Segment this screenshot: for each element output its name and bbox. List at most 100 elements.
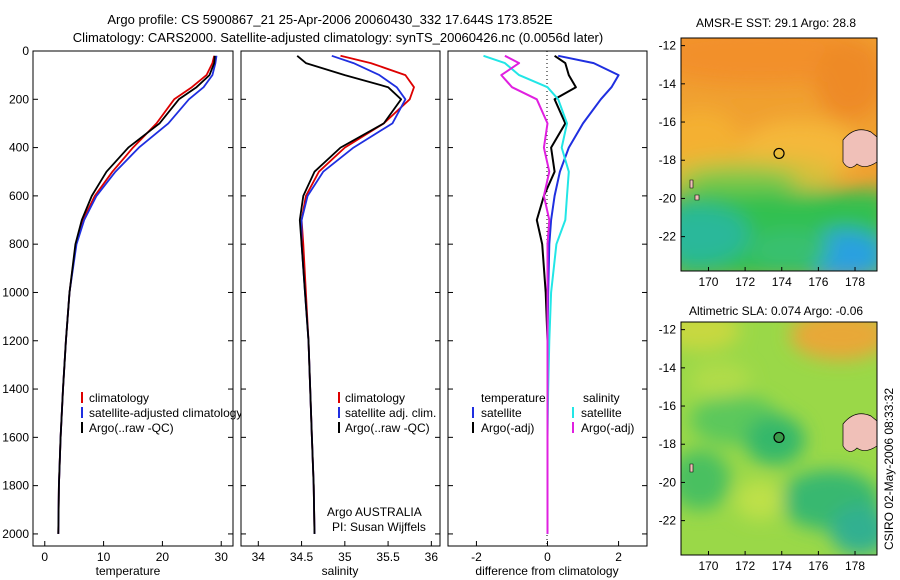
depth-tick-label: 1000 <box>2 285 29 299</box>
legend-label-sal-argo: Argo(-adj) <box>581 421 634 435</box>
argo-float-marker <box>773 431 785 444</box>
salinity-x-tick-label: 34.5 <box>290 550 314 564</box>
salinity-x-tick-label: 36 <box>425 550 439 564</box>
legend-label-satellite-adj: satellite adj. clim. <box>345 406 436 420</box>
legend-swatch-sal-argo <box>572 422 574 433</box>
legend-label-temp-argo: Argo(-adj) <box>481 421 534 435</box>
legend-swatch-argo <box>338 422 340 433</box>
temperature-x-tick-label: 30 <box>215 550 229 564</box>
argo-agency-label: Argo AUSTRALIA <box>327 505 422 519</box>
salinity-x-tick-label: 34 <box>252 550 266 564</box>
legend-heading-salinity: salinity <box>583 391 620 405</box>
figure-title-line-1: Argo profile: CS 5900867_21 25-Apr-2006 … <box>107 12 553 27</box>
sla-map-title: Altimetric SLA: 0.074 Argo: -0.06 <box>689 304 863 318</box>
pi-name-label: PI: Susan Wijffels <box>332 520 426 534</box>
salinity-legend: climatology satellite adj. clim. Argo(..… <box>338 391 436 435</box>
temperature-legend: climatology satellite-adjusted climatolo… <box>81 391 242 435</box>
depth-tick-label: 600 <box>9 189 29 203</box>
legend-swatch-climatology <box>81 392 83 403</box>
map-longitude-label: 174 <box>772 275 792 289</box>
salinity-x-tick-label: 35.5 <box>376 550 400 564</box>
depth-tick-label: 400 <box>9 141 29 155</box>
difference-legend: temperature satellite Argo(-adj) salinit… <box>472 391 634 435</box>
legend-swatch-satellite <box>338 407 340 418</box>
map-longitude-label: 174 <box>772 559 792 573</box>
map-latitude-label: -22 <box>659 230 677 244</box>
sla-map-frame <box>680 321 878 556</box>
legend-swatch-satellite-adjusted <box>81 407 83 418</box>
temperature-x-label: temperature <box>96 564 161 578</box>
salinity-panel: 34 34.5 35 35.5 36 climatology satellite adj… <box>240 50 441 578</box>
legend-swatch-temp-satellite <box>472 407 474 418</box>
depth-tick-label: 0 <box>22 44 29 58</box>
map-latitude-label: -14 <box>659 77 677 91</box>
salinity-series-2-line <box>296 55 403 534</box>
island-small-shapes <box>689 463 694 473</box>
map-latitude-label: -12 <box>659 323 677 337</box>
argo-float-marker <box>773 147 785 160</box>
difference-x-tick-label: -2 <box>471 550 482 564</box>
sst-field <box>681 38 877 271</box>
legend-label-sal-satellite: satellite <box>581 406 622 420</box>
difference-series-3-line <box>500 54 551 534</box>
map-longitude-label: 170 <box>698 559 718 573</box>
temperature-series-2-line <box>57 55 216 534</box>
map-latitude-label: -22 <box>659 514 677 528</box>
temperature-x-tick-label: 20 <box>156 550 170 564</box>
map-latitude-label: -12 <box>659 39 677 53</box>
map-longitude-label: 178 <box>845 275 865 289</box>
map-latitude-label: -20 <box>659 475 677 489</box>
depth-tick-label: 200 <box>9 92 29 106</box>
map-longitude-label: 172 <box>735 559 755 573</box>
map-longitude-label: 170 <box>698 275 718 289</box>
depth-tick-label: 1400 <box>2 382 29 396</box>
legend-label-argo: Argo(..raw -QC) <box>345 421 430 435</box>
temperature-x-tick-label: 0 <box>41 550 48 564</box>
island-fiji-shape <box>842 129 877 168</box>
map-latitude-label: -20 <box>659 191 677 205</box>
temperature-x-tick-label: 10 <box>97 550 111 564</box>
legend-label-climatology: climatology <box>345 391 405 405</box>
figure-title-line-2: Climatology: CARS2000. Satellite-adjuste… <box>73 30 603 45</box>
depth-tick-label: 1800 <box>2 479 29 493</box>
sst-map-title: AMSR-E SST: 29.1 Argo: 28.8 <box>696 16 856 30</box>
sst-map-frame <box>680 37 878 272</box>
legend-swatch-argo <box>81 422 83 433</box>
map-longitude-label: 176 <box>808 559 828 573</box>
legend-swatch-climatology <box>338 392 340 403</box>
legend-label-climatology: climatology <box>89 391 149 405</box>
credit-timestamp: CSIRO 02-May-2006 08:33:32 <box>882 388 896 550</box>
map-longitude-label: 172 <box>735 275 755 289</box>
map-longitude-label: 178 <box>845 559 865 573</box>
map-latitude-label: -16 <box>659 115 677 129</box>
map-latitude-label: -16 <box>659 399 677 413</box>
difference-x-tick-label: 0 <box>544 550 551 564</box>
difference-x-label: difference from climatology <box>475 564 618 578</box>
legend-heading-temperature: temperature <box>481 391 546 405</box>
island-small-shapes <box>689 179 700 201</box>
depth-tick-label: 2000 <box>2 527 29 541</box>
map-latitude-label: -14 <box>659 361 677 375</box>
salinity-x-tick-label: 35 <box>338 550 352 564</box>
legend-label-satellite-adjusted: satellite-adjusted climatology <box>89 406 242 420</box>
sst-map-panel: AMSR-E SST: 29.1 Argo: 28.8 170 172 174 176… <box>659 16 878 289</box>
salinity-axes-frame <box>240 50 441 547</box>
sla-field <box>681 322 877 555</box>
legend-label-argo: Argo(..raw -QC) <box>89 421 174 435</box>
map-latitude-label: -18 <box>659 153 677 167</box>
depth-tick-label: 800 <box>9 237 29 251</box>
depth-tick-label: 1200 <box>2 334 29 348</box>
temperature-axes-frame <box>32 50 234 547</box>
salinity-x-label: salinity <box>322 564 359 578</box>
sla-map-panel: Altimetric SLA: 0.074 Argo: -0.06 170 172… <box>659 304 878 573</box>
island-fiji-shape <box>842 413 877 452</box>
temperature-panel: 0 10 20 30 0 200 400 600 800 1000 1200 1400 1600 1800… <box>2 44 242 578</box>
legend-swatch-sal-satellite <box>572 407 574 418</box>
difference-x-tick-label: 2 <box>615 550 622 564</box>
map-latitude-label: -18 <box>659 437 677 451</box>
depth-tick-label: 1600 <box>2 430 29 444</box>
map-longitude-label: 176 <box>808 275 828 289</box>
legend-label-temp-satellite: satellite <box>481 406 522 420</box>
legend-swatch-temp-argo <box>472 422 474 433</box>
